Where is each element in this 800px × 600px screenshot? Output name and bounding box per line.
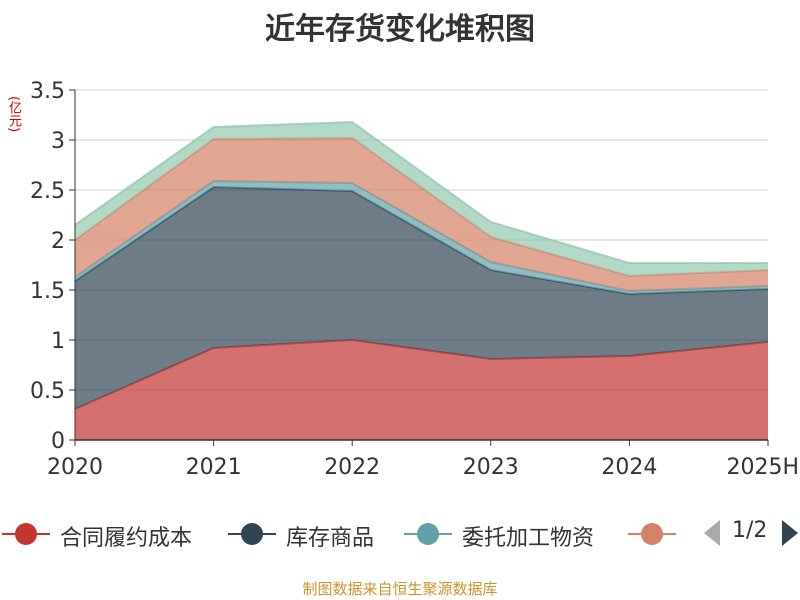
legend-label: 合同履约成本 [60, 526, 193, 551]
source-note: 制图数据来自恒生聚源数据库 [302, 580, 498, 598]
series-line-4 [74, 120, 768, 264]
x-tick-label: 2023 [463, 455, 519, 480]
area-series [74, 120, 769, 440]
x-tick-label: 2024 [601, 455, 657, 480]
area-series-0 [75, 340, 768, 440]
area-series-3 [75, 138, 768, 291]
y-tick-label: 2.5 [30, 179, 65, 204]
legend-label: 库存商品 [286, 526, 375, 551]
y-tick-label: 1.5 [30, 279, 65, 304]
legend-circle-icon [15, 523, 37, 545]
x-tick-label: 2022 [324, 455, 380, 480]
x-tick-label: 2025H [726, 455, 799, 480]
legend-circle-icon [241, 523, 263, 545]
legend-circle-icon [417, 523, 439, 545]
y-tick-label: 1 [51, 329, 65, 354]
x-tick-label: 2020 [47, 455, 103, 480]
y-tick-label: 3.5 [30, 79, 65, 104]
legend[interactable]: 合同履约成本 库存商品 委托加工物资 [0, 514, 800, 554]
legend-page-indicator: 1/2 [732, 518, 768, 543]
y-tick-label: 0 [51, 429, 65, 454]
area-series-1 [75, 187, 768, 409]
legend-next-page-icon[interactable] [782, 520, 798, 546]
x-tick-label: 2021 [186, 455, 242, 480]
y-tick-label: 2 [51, 229, 65, 254]
y-axis-unit: (亿元) [6, 96, 21, 133]
legend-circle-icon [641, 523, 663, 545]
y-tick-label: 0.5 [30, 379, 65, 404]
legend-prev-page-icon[interactable] [704, 520, 720, 546]
chart-title: 近年存货变化堆积图 [265, 12, 535, 47]
legend-label: 委托加工物资 [462, 526, 595, 551]
axes: 0 0.5 1 1.5 2 2.5 3 3.5 2020 2021 2022 2023 2024 2025… [30, 79, 799, 480]
y-tick-label: 3 [51, 129, 65, 154]
